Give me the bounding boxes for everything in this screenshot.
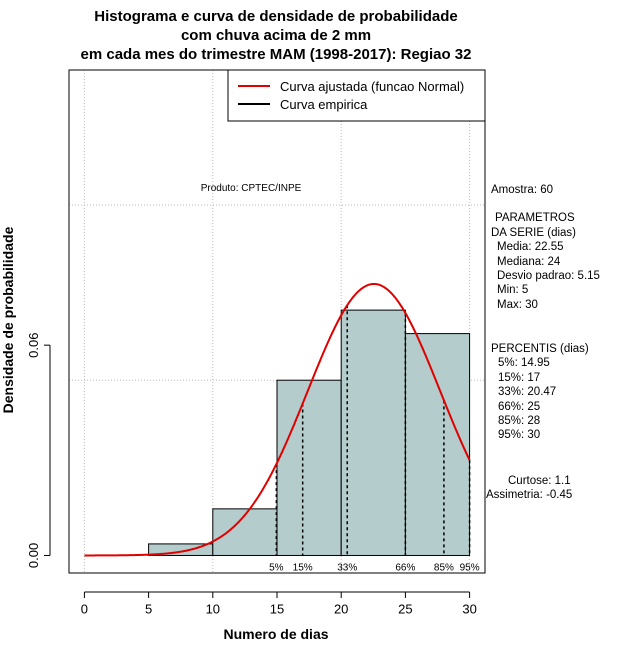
x-axis-title: Numero de dias <box>223 626 328 642</box>
stat-perc-title: PERCENTIS (dias) <box>491 343 589 355</box>
y-axis-title: Densidade de probabilidade <box>0 226 16 413</box>
histogram-bars <box>148 309 471 556</box>
legend-label-empirical: Curva empirica <box>280 97 368 112</box>
stat-p33: 33%: 20.47 <box>498 386 556 398</box>
x-tick-label-6: 30 <box>462 602 476 617</box>
percentile-label-4: 85% <box>434 562 454 573</box>
normal-curve-layer <box>84 282 471 557</box>
stat-p85: 85%: 28 <box>498 415 540 427</box>
legend: Curva ajustada (funcao Normal) Curva emp… <box>227 69 486 122</box>
legend-label-normal: Curva ajustada (funcao Normal) <box>280 79 464 94</box>
percentile-label-2: 33% <box>337 562 357 573</box>
stat-param-title-2: DA SERIE (dias) <box>491 227 576 239</box>
percentile-label-1: 15% <box>293 562 313 573</box>
percentile-label-3: 66% <box>395 562 415 573</box>
stat-assimetria: Assimetria: -0.45 <box>486 489 572 501</box>
stat-p95: 95%: 30 <box>498 429 540 441</box>
stat-max: Max: 30 <box>497 299 538 311</box>
stat-amostra: Amostra: 60 <box>491 184 553 196</box>
histogram-bar-4 <box>404 333 471 556</box>
stat-p66: 66%: 25 <box>498 401 540 413</box>
histogram-bar-1 <box>212 508 278 556</box>
histogram-bar-3 <box>340 309 406 556</box>
percentile-label-0: 5% <box>269 562 284 573</box>
legend-box <box>227 69 486 122</box>
stat-p15: 15%: 17 <box>498 372 540 384</box>
chart-title-line-1: Histograma e curva de densidade de proba… <box>94 8 457 25</box>
x-tick-label-2: 10 <box>206 602 220 617</box>
x-tick-label-5: 25 <box>398 602 412 617</box>
stats-panel: Amostra: 60 PARAMETROS DA SERIE (dias) M… <box>486 184 600 501</box>
stat-p5: 5%: 14.95 <box>498 357 550 369</box>
stat-min: Min: 5 <box>497 284 528 296</box>
stat-curtose: Curtose: 1.1 <box>508 475 571 487</box>
normal-curve <box>84 282 471 557</box>
chart-title-line-2: com chuva acima de 2 mm <box>181 27 371 44</box>
x-tick-label-1: 5 <box>145 602 152 617</box>
stat-param-title-1: PARAMETROS <box>495 212 575 224</box>
percentile-lines: 5% 15% 33% 66% 85% 95% <box>269 305 480 573</box>
chart-title-line-3: em cada mes do trimestre MAM (1998-2017)… <box>81 46 472 63</box>
stat-desvio: Desvio padrao: 5.15 <box>497 270 600 282</box>
x-tick-label-3: 15 <box>270 602 284 617</box>
percentile-label-5: 95% <box>460 562 480 573</box>
stat-mediana: Mediana: 24 <box>497 256 561 268</box>
y-tick-label-1: 0.06 <box>26 333 41 358</box>
x-tick-label-0: 0 <box>81 602 88 617</box>
axes: 0 5 10 15 20 25 30 0.00 0.06 <box>26 333 477 617</box>
x-tick-label-4: 20 <box>334 602 348 617</box>
y-tick-label-0: 0.00 <box>26 543 41 568</box>
product-credit: Produto: CPTEC/INPE <box>201 183 302 194</box>
histogram-bar-2 <box>276 379 342 556</box>
stat-media: Media: 22.55 <box>497 241 564 253</box>
